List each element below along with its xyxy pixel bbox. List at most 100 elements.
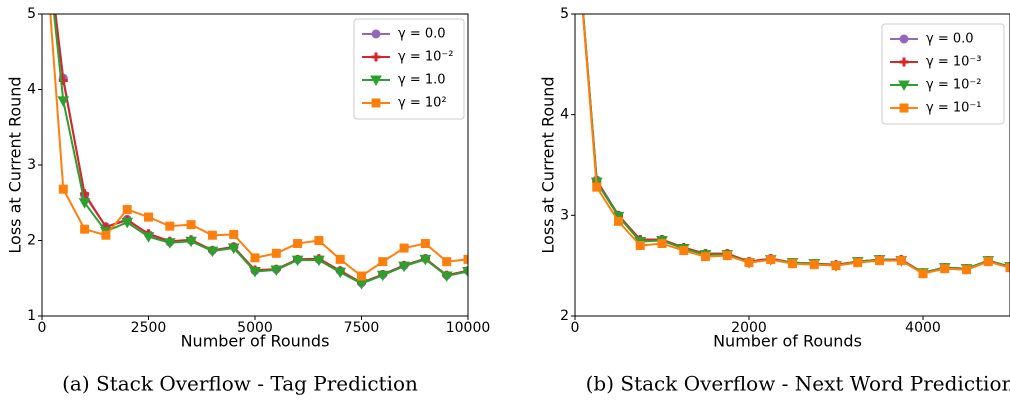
- marker: [185, 236, 197, 248]
- marker: [271, 248, 281, 258]
- marker: [144, 212, 153, 222]
- y-axis-label: Loss at Current Round: [6, 76, 25, 253]
- legend-label: γ = 0.0: [926, 32, 974, 47]
- legend-label: γ = 10⁻³: [926, 55, 981, 70]
- marker: [635, 241, 645, 251]
- marker: [206, 246, 219, 258]
- x-tick-label: 4000: [905, 320, 941, 336]
- marker: [357, 271, 366, 281]
- legend-label: γ = 10⁻²: [926, 78, 981, 93]
- marker: [809, 260, 819, 270]
- y-tick-label: 1: [27, 308, 36, 324]
- x-tick-label: 0: [38, 320, 47, 336]
- marker: [463, 254, 468, 264]
- marker: [78, 198, 91, 209]
- marker: [270, 265, 283, 276]
- marker: [142, 232, 155, 243]
- axes-frame: [41, 13, 469, 317]
- y-tick-label: 2: [27, 233, 36, 249]
- marker: [314, 236, 324, 245]
- marker: [249, 266, 261, 278]
- legend-box: [881, 23, 1005, 125]
- marker: [899, 103, 909, 113]
- marker: [679, 246, 689, 256]
- plot-area: [581, 14, 1010, 279]
- marker: [371, 98, 381, 108]
- y-axis-label: Loss at Current Round: [539, 76, 558, 253]
- marker: [227, 243, 240, 255]
- y-tick-label: 3: [27, 157, 36, 173]
- x-axis-label: Number of Rounds: [713, 332, 862, 351]
- y-tick-label: 4: [27, 82, 36, 98]
- caption: (a) Stack Overflow - Tag Prediction: [62, 372, 418, 396]
- marker: [250, 253, 260, 263]
- marker: [371, 29, 381, 39]
- marker: [371, 52, 381, 62]
- marker: [399, 243, 409, 253]
- marker: [766, 255, 776, 265]
- marker: [165, 221, 175, 231]
- marker: [376, 270, 389, 282]
- marker: [788, 259, 797, 269]
- legend-label: γ = 1.0: [398, 73, 446, 88]
- marker: [875, 256, 884, 266]
- legend: γ = 0.0 γ = 10⁻³ γ = 10⁻² γ = 10⁻¹: [881, 23, 1005, 125]
- marker: [962, 265, 971, 275]
- legend-label: γ = 0.0: [398, 27, 446, 42]
- legend: γ = 0.0 γ = 10⁻² γ = 1.0 γ = 10²: [353, 18, 465, 120]
- marker: [163, 238, 176, 249]
- marker: [614, 216, 623, 226]
- marker: [122, 205, 132, 215]
- marker: [207, 230, 217, 240]
- marker: [853, 258, 863, 268]
- marker: [940, 264, 950, 274]
- x-tick-label: 7500: [344, 320, 380, 336]
- marker: [80, 224, 90, 234]
- y-tick-label: 5: [560, 6, 569, 22]
- x-tick-label: 0: [571, 320, 580, 336]
- y-tick-label: 3: [560, 207, 569, 223]
- marker: [657, 239, 667, 249]
- marker: [370, 75, 382, 87]
- marker: [831, 261, 841, 271]
- marker: [291, 255, 304, 267]
- marker: [293, 239, 303, 249]
- marker: [80, 189, 90, 199]
- marker: [186, 220, 196, 230]
- marker: [896, 256, 906, 266]
- caption: (b) Stack Overflow - Next Word Predictio…: [586, 372, 1010, 396]
- x-tick-label: 2000: [731, 320, 767, 336]
- marker: [378, 257, 388, 267]
- plot-area: [49, 14, 468, 290]
- marker: [898, 80, 910, 92]
- marker: [462, 266, 468, 278]
- y-tick-label: 4: [560, 107, 569, 123]
- marker: [899, 34, 909, 44]
- legend-label: γ = 10⁻¹: [926, 101, 981, 116]
- y-tick-label: 2: [560, 308, 569, 324]
- marker: [335, 254, 345, 264]
- marker: [744, 258, 754, 268]
- legend-box: [353, 18, 465, 120]
- marker: [57, 96, 70, 107]
- x-tick-label: 10000: [446, 320, 491, 336]
- marker: [983, 257, 993, 267]
- marker: [592, 182, 602, 192]
- marker: [419, 254, 432, 266]
- y-tick-label: 5: [27, 6, 36, 22]
- marker: [440, 271, 453, 283]
- marker: [1005, 263, 1010, 273]
- axes-frame: [574, 13, 1010, 317]
- marker: [918, 269, 928, 279]
- legend-label: γ = 10²: [398, 96, 447, 111]
- marker: [229, 229, 239, 239]
- x-tick-label: 5000: [237, 320, 273, 336]
- marker: [121, 217, 134, 229]
- marker: [442, 257, 452, 267]
- marker: [398, 261, 410, 273]
- x-axis-label: Number of Rounds: [181, 332, 330, 351]
- marker: [58, 184, 68, 194]
- marker: [313, 255, 325, 267]
- marker: [899, 57, 909, 67]
